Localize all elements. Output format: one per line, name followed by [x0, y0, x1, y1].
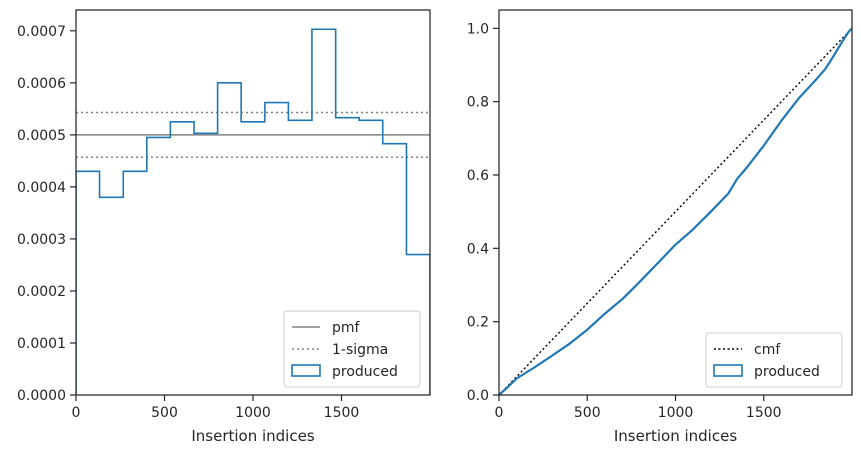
histogram-bin-4 [170, 122, 194, 395]
y-tick-label-5: 0.0005 [17, 128, 66, 144]
y-tick-label-1: 0.0001 [17, 336, 66, 352]
legend-label-2: produced [332, 364, 398, 380]
y-tick-label-3: 0.0003 [17, 232, 66, 248]
produced-point-12 [674, 244, 677, 246]
y-tick-label-5: 1.0 [467, 21, 489, 37]
legend-label-0: cmf [754, 342, 781, 358]
produced-point-10 [639, 280, 641, 282]
produced-point-1 [507, 386, 509, 388]
y-tick-label-4: 0.8 [467, 95, 489, 111]
y-tick-label-3: 0.6 [467, 168, 489, 184]
y-tick-label-2: 0.0002 [17, 284, 66, 300]
produced-point-14 [710, 211, 712, 213]
produced-point-18 [763, 145, 765, 147]
produced-point-11 [657, 262, 659, 264]
legend-swatch-produced [291, 364, 321, 377]
plot-area [76, 28, 430, 395]
right-chart-cumulative: 0 500 1000 1500 0.0 0.2 0.4 0.6 0.8 1.0 Insertion … [467, 9, 853, 445]
produced-point-9 [621, 298, 624, 300]
histogram-bin-2 [123, 171, 147, 395]
produced-point-20 [798, 97, 800, 99]
y-tick-label-7: 0.0007 [17, 24, 66, 40]
produced-point-17 [745, 167, 747, 169]
produced-point-21 [816, 78, 818, 80]
produced-point-5 [551, 355, 553, 357]
x-tick-label-3: 1500 [746, 405, 782, 421]
y-tick-label-0: 0.0000 [17, 388, 66, 404]
histogram-bin-7 [241, 122, 265, 395]
left-chart-histogram: 0 500 1000 1500 0.0000 0.0001 0.0002 0.0003 0.00… [17, 9, 431, 445]
produced-point-23 [833, 54, 835, 56]
legend: cmf produced [705, 332, 843, 388]
histogram-bin-1 [100, 197, 124, 395]
x-tick-label-0: 0 [495, 405, 504, 421]
x-axis-label: Insertion indices [191, 427, 314, 445]
x-tick-label-3: 1500 [324, 405, 360, 421]
produced-point-2 [516, 377, 518, 380]
produced-point-4 [533, 366, 535, 369]
histogram-bin-5 [194, 133, 218, 395]
x-tick-label-0: 0 [72, 405, 81, 421]
legend-box [705, 332, 843, 388]
produced-point-6 [569, 343, 571, 345]
y-tick-label-2: 0.4 [467, 241, 489, 257]
legend-label-1: produced [754, 364, 820, 380]
y-tick-label-6: 0.0006 [17, 76, 66, 92]
produced-point-13 [692, 228, 694, 230]
produced-histogram-outline [76, 28, 430, 395]
produced-point-25 [847, 31, 850, 33]
produced-point-22 [824, 68, 827, 70]
produced-point-3 [524, 372, 527, 374]
x-tick-label-2: 1000 [235, 405, 271, 421]
histogram-bin-6 [218, 83, 242, 395]
legend-swatch-produced [713, 364, 743, 377]
histogram-bin-0 [76, 171, 100, 395]
legend: pmf 1-sigma produced [283, 310, 421, 388]
produced-point-7 [586, 329, 588, 331]
x-tick-label-2: 1000 [658, 405, 694, 421]
legend-label-1: 1-sigma [332, 342, 388, 358]
legend-box [283, 310, 421, 388]
y-tick-label-4: 0.0004 [17, 180, 66, 196]
legend-label-0: pmf [332, 320, 361, 336]
x-tick-label-1: 500 [574, 405, 601, 421]
produced-point-24 [842, 39, 844, 41]
produced-point-16 [736, 178, 738, 180]
x-axis-label: Insertion indices [614, 427, 737, 445]
histogram-bin-3 [147, 137, 171, 395]
plot-area [499, 27, 852, 395]
x-tick-label-1: 500 [151, 405, 178, 421]
produced-point-19 [780, 120, 783, 122]
cmf-line [499, 27, 852, 395]
produced-point-8 [604, 313, 606, 315]
y-tick-label-0: 0.0 [467, 388, 489, 404]
produced-point-15 [727, 192, 730, 194]
y-tick-label-1: 0.2 [467, 315, 489, 331]
